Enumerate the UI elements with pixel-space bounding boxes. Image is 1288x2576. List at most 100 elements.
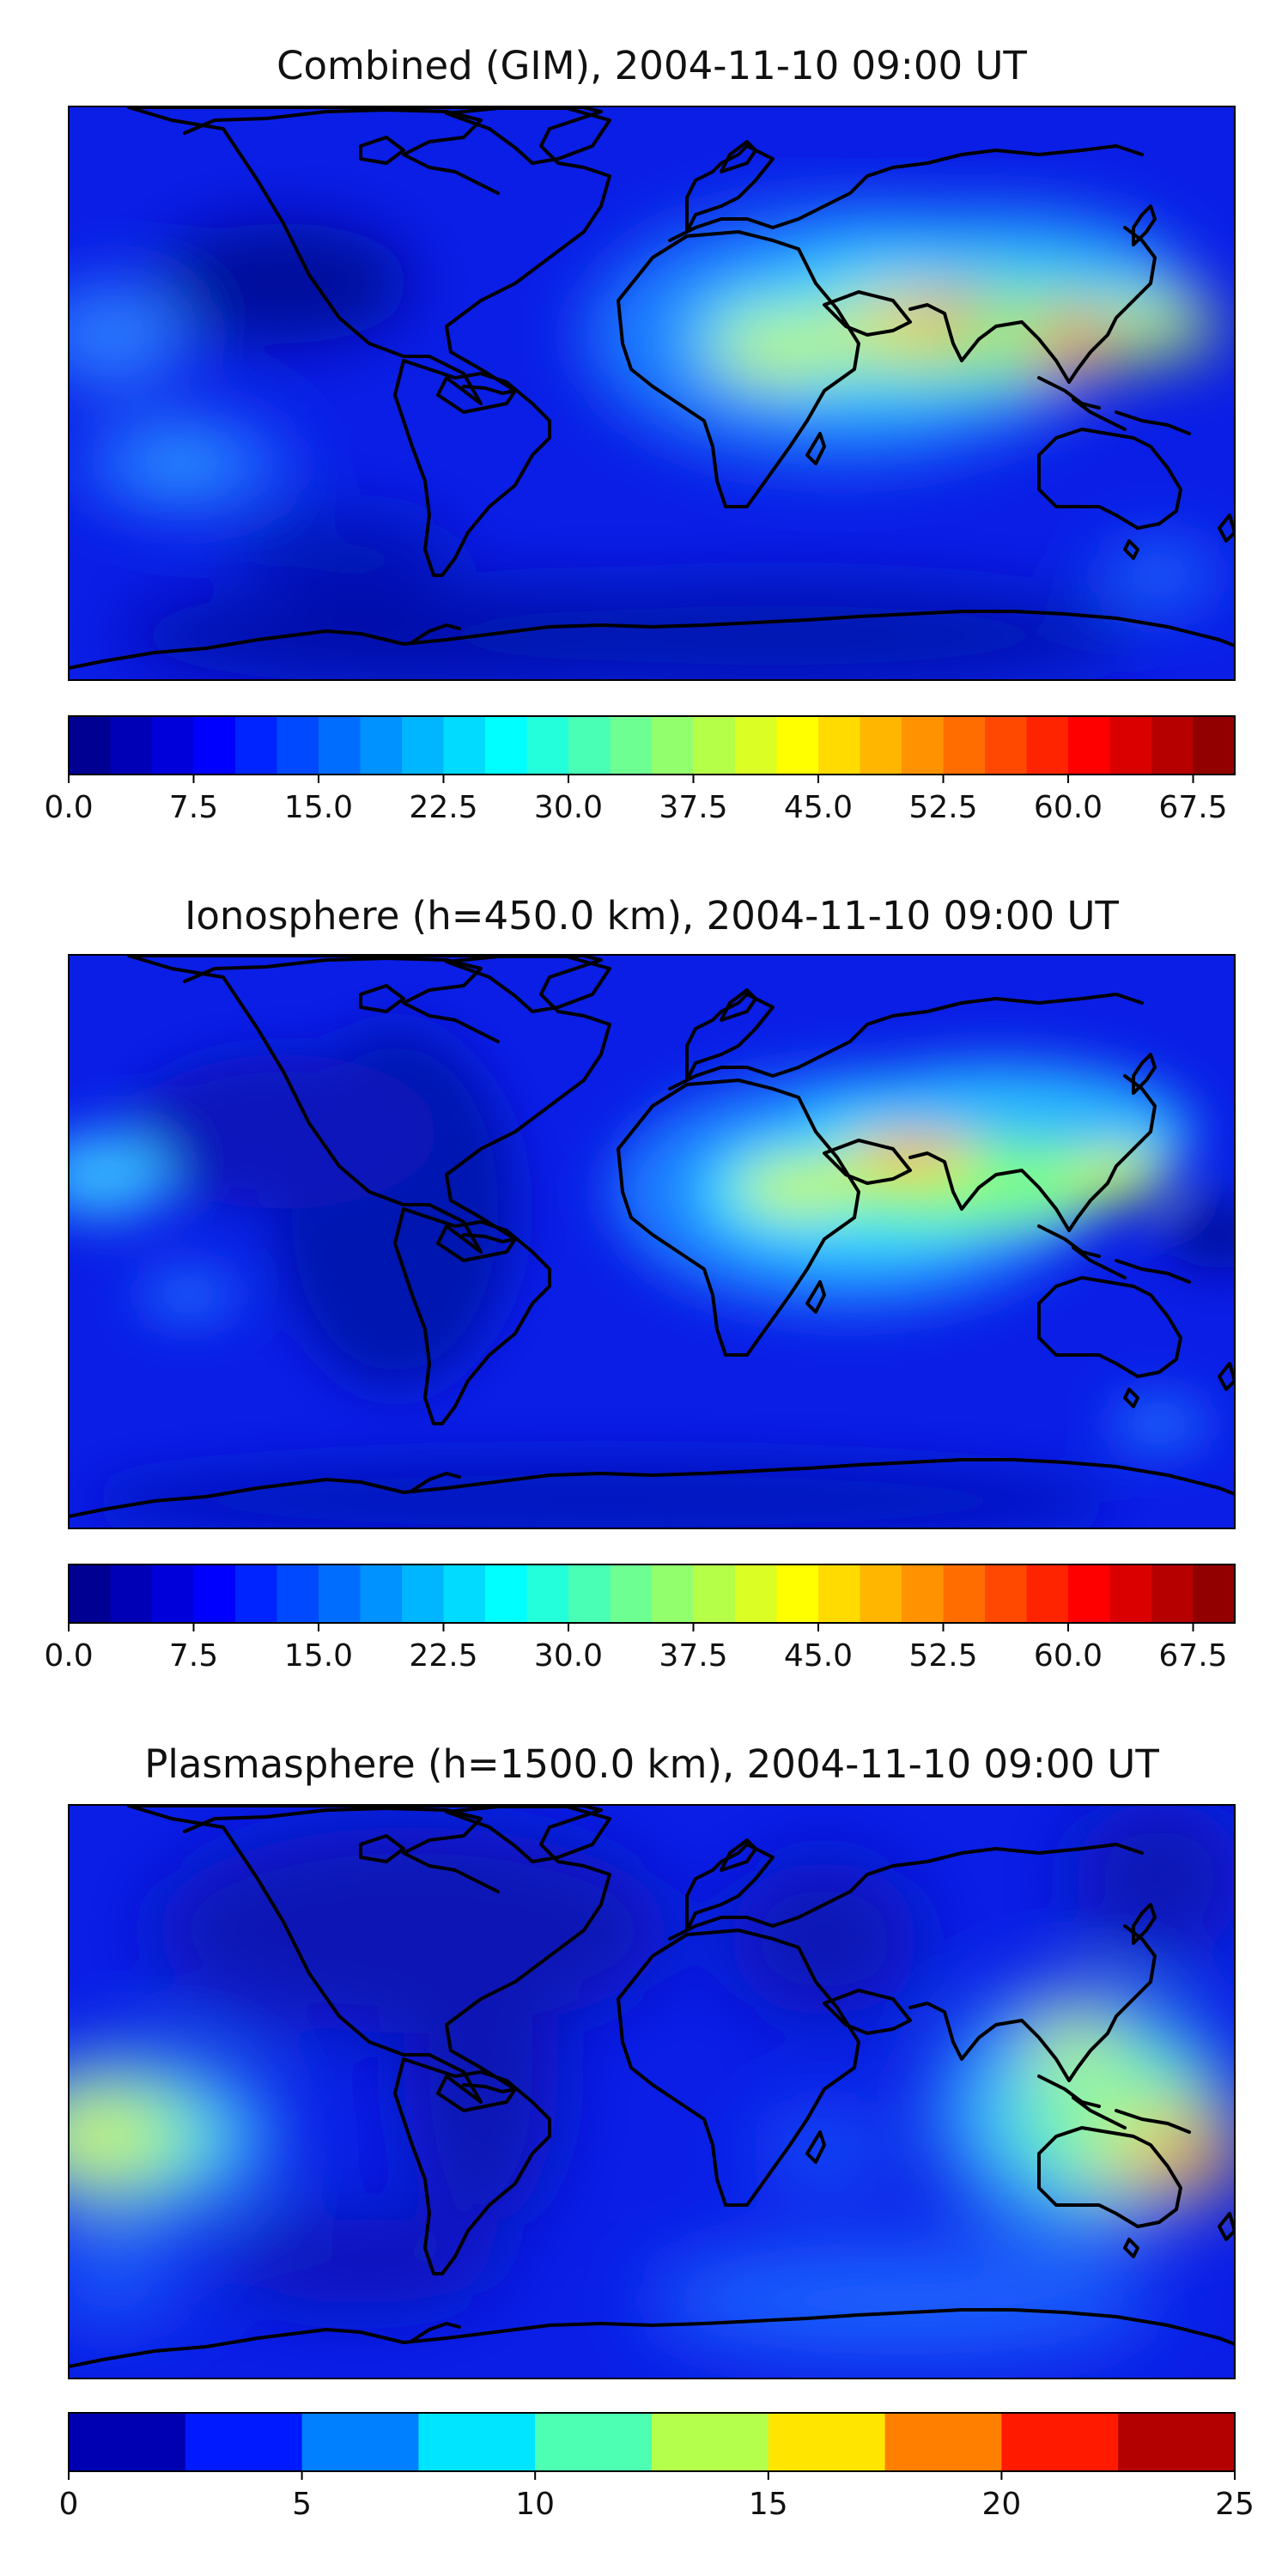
map-frame xyxy=(68,106,1236,681)
colorbar-tick-label: 45.0 xyxy=(784,1638,853,1674)
colorbar-tick-label: 15.0 xyxy=(284,790,353,825)
colorbar-swatch xyxy=(884,2413,1002,2471)
colorbar-tick-label: 60.0 xyxy=(1034,790,1103,825)
colorbar-swatch xyxy=(735,716,778,775)
colorbar-swatch xyxy=(652,1564,695,1623)
colorbar-swatch xyxy=(69,2413,186,2471)
colorbar-swatch xyxy=(768,2413,886,2471)
colorbar-swatch xyxy=(360,716,403,775)
colorbar-swatch xyxy=(693,716,736,775)
colorbar-swatch xyxy=(568,1564,611,1623)
colorbar-swatch xyxy=(526,1564,569,1623)
colorbar-swatch xyxy=(301,2413,419,2471)
colorbar-swatch xyxy=(1109,1564,1152,1623)
colorbar-swatch xyxy=(193,1564,236,1623)
colorbar-swatch xyxy=(985,716,1028,775)
colorbar-swatch xyxy=(1151,716,1194,775)
colorbar-swatch xyxy=(1151,1564,1194,1623)
panel-ionosphere: Ionosphere (h=450.0 km), 2004-11-10 09:0… xyxy=(44,893,1236,1674)
colorbar-tick-label: 10 xyxy=(515,2487,555,2522)
colorbar-tick-label: 52.5 xyxy=(908,790,977,825)
panel-title: Ionosphere (h=450.0 km), 2004-11-10 09:0… xyxy=(185,893,1119,939)
colorbar-swatch xyxy=(610,1564,653,1623)
map-frame xyxy=(68,1804,1236,2379)
colorbar-swatch xyxy=(818,1564,861,1623)
colorbar-frame xyxy=(68,1564,1236,1624)
colorbar-swatch xyxy=(860,716,902,775)
colorbar-swatch xyxy=(110,716,153,775)
colorbar-swatch xyxy=(652,2413,769,2471)
panel-title: Combined (GIM), 2004-11-10 09:00 UT xyxy=(276,43,1027,88)
colorbar-tick-label: 20 xyxy=(981,2487,1021,2522)
panel-plasmasphere: Plasmasphere (h=1500.0 km), 2004-11-10 0… xyxy=(59,1741,1255,2522)
colorbar-swatch xyxy=(776,716,819,775)
colorbar-tick-label: 60.0 xyxy=(1034,1638,1103,1674)
colorbar-swatch xyxy=(943,716,986,775)
map-area xyxy=(69,955,1235,1528)
colorbar-swatch xyxy=(860,1564,902,1623)
colorbar-swatch xyxy=(735,1564,778,1623)
colorbar-tick-label: 52.5 xyxy=(908,1638,977,1674)
colorbar-swatch xyxy=(902,1564,945,1623)
colorbar-swatch xyxy=(360,1564,403,1623)
colorbar-swatch xyxy=(1109,716,1152,775)
colorbar-swatch xyxy=(235,716,278,775)
colorbar-swatch xyxy=(1193,716,1236,775)
colorbar: 0.0 7.5 15.0 22.5 30.0 37.5 45.0 52.5 60.0 67.5 xyxy=(44,1564,1236,1674)
colorbar-swatch xyxy=(1068,716,1111,775)
colorbar-swatch xyxy=(485,716,528,775)
colorbar-swatch xyxy=(902,716,945,775)
map-frame xyxy=(68,954,1236,1529)
colorbar-swatch xyxy=(193,716,236,775)
colorbar-swatch xyxy=(110,1564,153,1623)
colorbar-tick-label: 67.5 xyxy=(1158,1638,1227,1674)
colorbar-tick-label: 15.0 xyxy=(284,1638,353,1674)
colorbar-swatch xyxy=(1193,1564,1236,1623)
colorbar-tick-label: 5 xyxy=(292,2487,312,2522)
colorbar-swatch xyxy=(943,1564,986,1623)
colorbar-tick-label: 15 xyxy=(749,2487,788,2522)
colorbar-tick-label: 7.5 xyxy=(169,1638,218,1674)
colorbar-swatch xyxy=(185,2413,303,2471)
colorbar-swatch xyxy=(526,716,569,775)
colorbar-tick-label: 7.5 xyxy=(169,790,218,825)
colorbar-tick-label: 45.0 xyxy=(784,790,853,825)
colorbar-swatch xyxy=(152,1564,195,1623)
colorbar-swatch xyxy=(402,716,445,775)
colorbar-swatch xyxy=(1118,2413,1236,2471)
colorbar-swatch xyxy=(402,1564,445,1623)
panel-combined: Combined (GIM), 2004-11-10 09:00 UT xyxy=(44,43,1236,825)
colorbar-swatch xyxy=(276,1564,319,1623)
colorbar-swatch xyxy=(443,716,486,775)
colorbar-swatch xyxy=(985,1564,1028,1623)
colorbar-tick-label: 37.5 xyxy=(659,1638,727,1674)
colorbar-swatch xyxy=(485,1564,528,1623)
colorbar-swatch xyxy=(776,1564,819,1623)
colorbar-tick-label: 37.5 xyxy=(659,790,727,825)
colorbar-swatch xyxy=(1026,1564,1069,1623)
colorbar-swatch xyxy=(818,716,861,775)
colorbar-frame xyxy=(68,2412,1236,2472)
colorbar: 0 5 10 15 20 25 xyxy=(59,2412,1255,2522)
colorbar-swatch xyxy=(610,716,653,775)
colorbar-swatch xyxy=(235,1564,278,1623)
colorbar-swatch xyxy=(652,716,695,775)
map-area xyxy=(69,106,1235,680)
colorbar-swatch xyxy=(319,716,361,775)
colorbar-swatch xyxy=(69,716,112,775)
colorbar-swatch xyxy=(69,1564,112,1623)
colorbar-tick-label: 0 xyxy=(59,2487,79,2522)
panel-title: Plasmasphere (h=1500.0 km), 2004-11-10 0… xyxy=(144,1741,1159,1787)
colorbar-tick-label: 0.0 xyxy=(44,790,93,825)
colorbar-swatch xyxy=(152,716,195,775)
colorbar-tick-label: 67.5 xyxy=(1158,790,1227,825)
colorbar-swatch xyxy=(568,716,611,775)
colorbar-swatch xyxy=(693,1564,736,1623)
colorbar-swatch xyxy=(443,1564,486,1623)
colorbar-tick-label: 30.0 xyxy=(534,790,603,825)
colorbar-swatch xyxy=(1001,2413,1119,2471)
colorbar-tick-label: 0.0 xyxy=(44,1638,93,1674)
map-area xyxy=(69,1805,1235,2379)
